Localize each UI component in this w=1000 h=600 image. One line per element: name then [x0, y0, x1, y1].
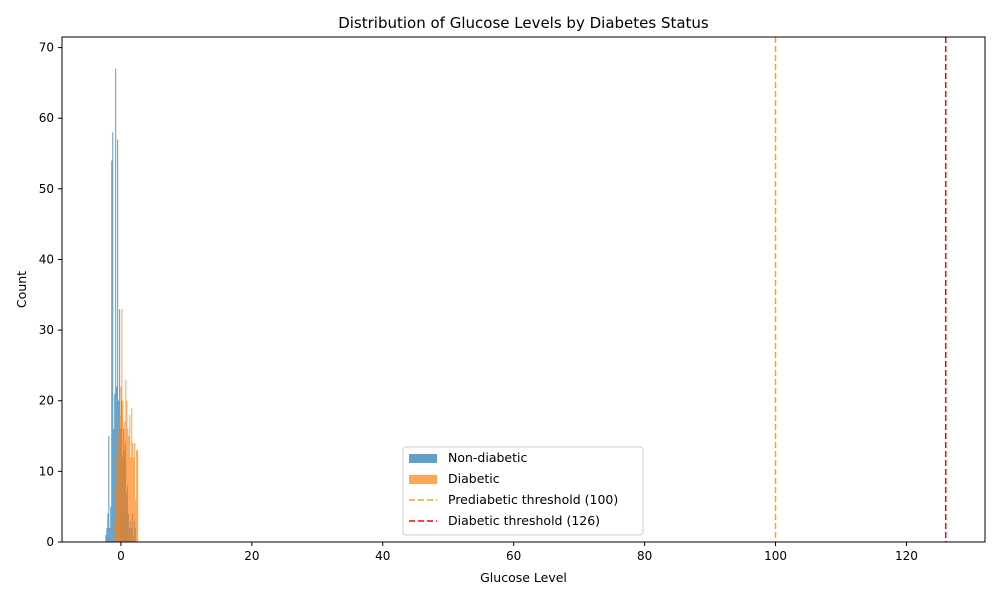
axes-frame [61, 36, 986, 543]
diabetic-bar [133, 457, 135, 542]
legend: Non-diabetic Diabetic Prediabetic threshol… [402, 446, 644, 536]
legend-label: Diabetic [448, 471, 500, 486]
y-tick-label: 20 [39, 394, 54, 408]
non-diabetic-bar [107, 513, 109, 542]
x-tick-label: 0 [117, 549, 125, 563]
diabetic-bar [135, 499, 137, 542]
diabetic-bar [127, 428, 129, 542]
non-diabetic-bar [114, 393, 116, 542]
diabetic-bar [126, 400, 128, 542]
non-diabetic-bar [108, 436, 110, 542]
y-tick-label: 60 [39, 111, 54, 125]
y-tick-label: 40 [39, 252, 54, 266]
diabetic-bar [122, 400, 124, 542]
y-axis-label: Count [14, 271, 29, 308]
diabetic-bar [120, 386, 122, 542]
x-tick-label: 80 [637, 549, 652, 563]
non-diabetic-bar [105, 534, 107, 542]
y-tick-label: 0 [46, 535, 54, 549]
diabetic-bar [123, 436, 125, 542]
non-diabetic-bar [117, 139, 119, 542]
diabetic-bar [115, 485, 117, 542]
non-diabetic-bar [106, 527, 108, 542]
diabetic-bar [136, 450, 138, 542]
diabetic-bar [119, 414, 121, 542]
diabetic-bar [117, 443, 119, 542]
diabetic-bar [129, 414, 131, 542]
non-diabetic-bar [109, 527, 111, 542]
x-tick-label: 120 [895, 549, 918, 563]
x-axis-label: Glucose Level [480, 570, 567, 585]
y-tick-label: 50 [39, 182, 54, 196]
diabetic-bar [124, 421, 126, 542]
legend-label: Prediabetic threshold (100) [448, 492, 618, 507]
diabetic-bar [116, 457, 118, 542]
y-tick-label: 30 [39, 323, 54, 337]
x-axis: 0 20 40 60 80 100 120 [117, 542, 918, 563]
non-diabetic-bar [111, 160, 113, 543]
legend-swatch [409, 475, 437, 484]
diabetic-bar [125, 379, 127, 542]
x-tick-label: 20 [244, 549, 259, 563]
x-tick-label: 60 [506, 549, 521, 563]
diabetic-bar [131, 407, 133, 542]
bars-group [105, 68, 139, 543]
legend-label: Diabetic threshold (126) [448, 513, 600, 528]
non-diabetic-bar [112, 132, 114, 542]
reference-lines [774, 37, 947, 542]
diabetic-bar [134, 443, 136, 542]
diabetic-bar [128, 436, 130, 542]
diabetic-bar [118, 428, 120, 542]
legend-box [402, 446, 644, 536]
x-tick-label: 40 [375, 549, 390, 563]
legend-swatch [409, 454, 437, 463]
diabetic-bar [132, 443, 134, 542]
non-diabetic-bar [110, 506, 112, 542]
non-diabetic-bar [113, 428, 115, 542]
y-axis: 0 10 20 30 40 50 60 70 [39, 41, 62, 549]
x-tick-label: 100 [764, 549, 787, 563]
diabetic-bar [137, 450, 139, 542]
chart-title: Distribution of Glucose Levels by Diabet… [338, 14, 709, 32]
diabetic-bar [121, 308, 123, 542]
non-diabetic-bar [115, 68, 117, 543]
y-tick-label: 10 [39, 464, 54, 478]
diabetic-bar [114, 520, 116, 542]
legend-label: Non-diabetic [448, 450, 527, 465]
diabetic-bar [130, 457, 132, 542]
y-tick-label: 70 [39, 41, 54, 55]
